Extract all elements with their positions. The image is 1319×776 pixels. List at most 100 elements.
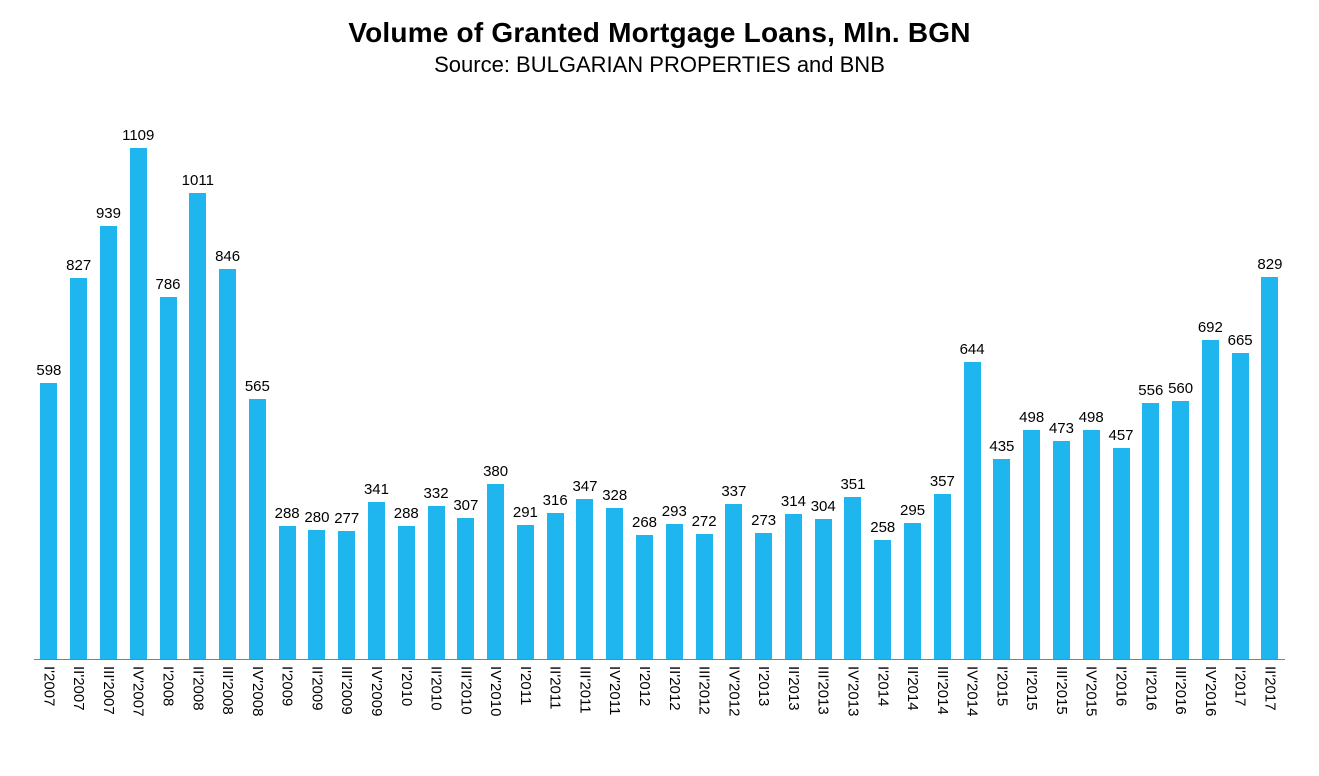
bar-value-label: 1109 xyxy=(122,127,155,144)
x-tick-label: III'2016 xyxy=(1172,666,1190,715)
x-tick: I'2017 xyxy=(1225,660,1255,752)
bar-column: 277 xyxy=(332,510,362,659)
bar xyxy=(1172,401,1190,659)
bar xyxy=(40,383,58,659)
bar-value-label: 786 xyxy=(155,276,181,293)
bar-column: 288 xyxy=(272,505,302,659)
x-tick-label: III'2013 xyxy=(814,666,832,715)
x-tick: III'2016 xyxy=(1166,660,1196,752)
bar xyxy=(606,508,624,659)
bar xyxy=(695,534,713,659)
bar xyxy=(933,494,951,659)
x-tick: I'2011 xyxy=(511,660,541,752)
x-tick-label: I'2013 xyxy=(755,666,773,707)
x-tick: IV'2010 xyxy=(481,660,511,752)
x-tick: II'2017 xyxy=(1255,660,1285,752)
bar-column: 829 xyxy=(1255,256,1285,659)
bar-column: 560 xyxy=(1166,380,1196,659)
bar xyxy=(755,533,773,659)
bar-column: 665 xyxy=(1225,332,1255,659)
bar-value-label: 288 xyxy=(393,505,419,522)
x-tick: I'2015 xyxy=(987,660,1017,752)
x-tick: II'2012 xyxy=(659,660,689,752)
x-tick-label: III'2009 xyxy=(338,666,356,715)
bar-value-label: 473 xyxy=(1048,420,1074,437)
x-tick: II'2014 xyxy=(898,660,928,752)
bar-column: 332 xyxy=(421,485,451,659)
x-tick: III'2011 xyxy=(570,660,600,752)
x-tick: III'2008 xyxy=(213,660,243,752)
bar-column: 337 xyxy=(719,483,749,659)
bar xyxy=(1052,441,1070,659)
bar-column: 268 xyxy=(630,514,660,659)
x-tick-label: II'2010 xyxy=(427,666,445,711)
bar xyxy=(963,362,981,659)
bar-column: 598 xyxy=(34,362,64,659)
x-tick: IV'2013 xyxy=(838,660,868,752)
x-tick: I'2007 xyxy=(34,660,64,752)
x-tick-label: I'2016 xyxy=(1112,666,1130,707)
bar xyxy=(159,297,177,659)
bar-column: 272 xyxy=(689,513,719,659)
bar-value-label: 351 xyxy=(840,476,866,493)
x-tick-label: IV'2009 xyxy=(367,666,385,717)
bar-value-label: 258 xyxy=(870,519,896,536)
bar xyxy=(338,531,356,659)
x-tick: I'2016 xyxy=(1106,660,1136,752)
x-tick-label: IV'2012 xyxy=(725,666,743,717)
bar-value-label: 288 xyxy=(274,505,300,522)
bar xyxy=(576,499,594,659)
bar-value-label: 337 xyxy=(721,483,747,500)
bar xyxy=(397,526,415,659)
bar-column: 357 xyxy=(927,473,957,659)
x-tick-label: II'2014 xyxy=(904,666,922,711)
bar xyxy=(70,278,88,659)
bar-column: 341 xyxy=(362,481,392,659)
bar-column: 565 xyxy=(242,378,272,659)
x-tick: III'2009 xyxy=(332,660,362,752)
bar-column: 1109 xyxy=(122,127,155,659)
bar-value-label: 665 xyxy=(1227,332,1253,349)
bar-column: 786 xyxy=(153,276,183,659)
bar-column: 347 xyxy=(570,478,600,659)
x-tick: III'2007 xyxy=(94,660,124,752)
bar-column: 827 xyxy=(64,257,94,659)
chart-subtitle: Source: BULGARIAN PROPERTIES and BNB xyxy=(434,52,885,77)
x-tick-label: II'2017 xyxy=(1261,666,1279,711)
bar xyxy=(874,540,892,659)
bar-column: 273 xyxy=(749,512,779,659)
x-tick-label: IV'2013 xyxy=(844,666,862,717)
bar xyxy=(636,535,654,659)
x-tick-label: II'2015 xyxy=(1023,666,1041,711)
x-tick: I'2009 xyxy=(272,660,302,752)
bar-value-label: 939 xyxy=(95,205,121,222)
bar-column: 498 xyxy=(1076,409,1106,659)
bar-column: 644 xyxy=(957,341,987,659)
x-tick: II'2010 xyxy=(421,660,451,752)
x-tick: III'2012 xyxy=(689,660,719,752)
bar-value-label: 357 xyxy=(929,473,955,490)
bar xyxy=(814,519,832,659)
bar xyxy=(725,504,743,659)
bar xyxy=(427,506,445,659)
x-tick: I'2013 xyxy=(749,660,779,752)
x-tick: IV'2014 xyxy=(957,660,987,752)
bar-value-label: 314 xyxy=(780,493,806,510)
x-tick-label: I'2012 xyxy=(636,666,654,707)
bar xyxy=(308,530,326,659)
bar xyxy=(1112,448,1130,659)
x-tick-label: II'2012 xyxy=(665,666,683,711)
bar-value-label: 273 xyxy=(751,512,777,529)
bar-column: 435 xyxy=(987,438,1017,659)
x-tick-label: IV'2008 xyxy=(248,666,266,717)
bar-value-label: 692 xyxy=(1197,319,1223,336)
bar-column: 1011 xyxy=(182,172,214,659)
bar-column: 258 xyxy=(868,519,898,659)
plot-area: 598 827 939 1109 786 1011 846 565 288 280 277 341 28… xyxy=(34,106,1285,752)
bar-column: 692 xyxy=(1195,319,1225,659)
x-tick-label: IV'2014 xyxy=(963,666,981,717)
x-tick-label: IV'2015 xyxy=(1082,666,1100,717)
x-tick: IV'2011 xyxy=(600,660,630,752)
x-tick-label: III'2012 xyxy=(695,666,713,715)
x-tick: II'2009 xyxy=(302,660,332,752)
